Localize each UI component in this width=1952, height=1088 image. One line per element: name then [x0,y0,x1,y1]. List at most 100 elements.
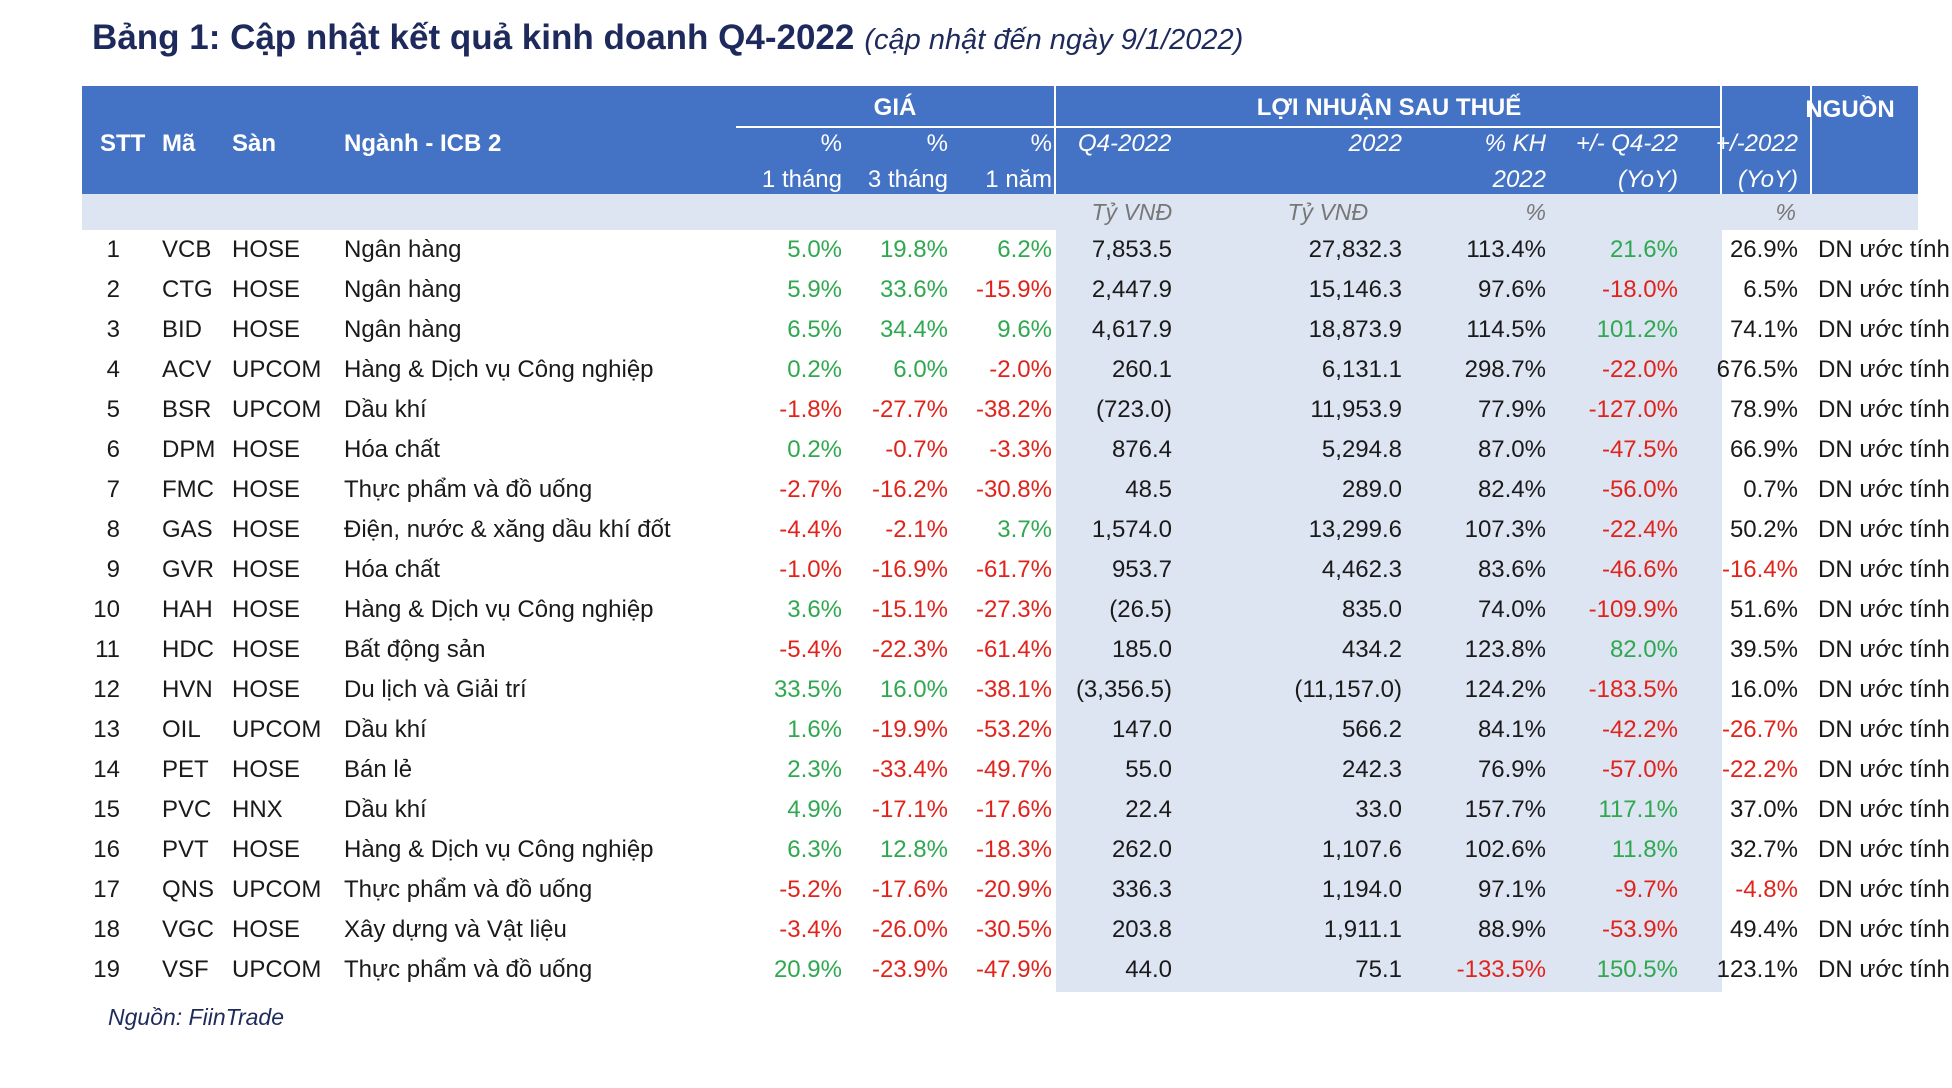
cell-yy: -4.8% [1735,876,1798,903]
cell-y: 33.0 [1355,796,1402,823]
header-san: Sàn [232,130,277,157]
table-row: 19 VSF UPCOM Thực phẩm và đồ uống 20.9% -23.9… [82,950,1950,990]
cell-yq4: -127.0% [1588,396,1678,423]
cell-yq4: 150.5% [1596,956,1678,983]
cell-ma: HVN [162,676,213,703]
cell-kh: 87.0% [1477,436,1546,463]
cell-ma: PVC [162,796,212,823]
cell-yy: 16.0% [1729,676,1798,703]
cell-p1y: -15.9% [975,276,1052,303]
cell-y: 242.3 [1341,756,1402,783]
cell-yq4: -56.0% [1601,476,1678,503]
cell-nganh: Hàng & Dịch vụ Công nghiệp [344,836,654,863]
cell-y: 835.0 [1341,596,1402,623]
cell-yq4: -183.5% [1588,676,1678,703]
cell-stt: 15 [93,796,120,823]
cell-p1y: -27.3% [975,596,1052,623]
cell-q4: 336.3 [1111,876,1172,903]
unit-row: Tỷ VNĐ Tỷ VNĐ % % [82,194,1918,230]
profit-shaded-column [1056,230,1722,992]
table-row: 5 BSR UPCOM Dầu khí -1.8% -27.7% -38.2% (723.0)… [82,390,1950,430]
cell-stt: 6 [106,436,120,463]
cell-ma: CTG [162,276,213,303]
cell-stt: 14 [93,756,120,783]
cell-q4: 2,447.9 [1091,276,1172,303]
cell-ma: ACV [162,356,212,383]
cell-stt: 13 [93,716,120,743]
cell-yq4: -9.7% [1615,876,1678,903]
table-row: 3 BID HOSE Ngân hàng 6.5% 34.4% 9.6% 4,617.9 18,… [82,310,1950,350]
cell-stt: 19 [93,956,120,983]
header-yoy-year-label: (YoY) [1737,166,1798,193]
cell-yq4: -18.0% [1601,276,1678,303]
cell-ma: DPM [162,436,216,463]
cell-stt: 1 [106,236,120,263]
cell-nganh: Du lịch và Giải trí [344,676,527,703]
table-row: 14 PET HOSE Bán lẻ 2.3% -33.4% -49.7% 55.0 242.3… [82,750,1950,790]
cell-p3m: -33.4% [871,756,948,783]
cell-nganh: Điện, nước & xăng dầu khí đốt [344,516,671,543]
cell-nguon: DN ước tính [1818,916,1950,943]
cell-yy: 676.5% [1716,356,1798,383]
cell-san: HOSE [232,236,301,263]
header-divider-2 [1720,86,1722,194]
cell-y: 75.1 [1355,956,1402,983]
cell-san: HOSE [232,516,301,543]
cell-stt: 8 [106,516,120,543]
cell-p1y: -38.1% [975,676,1052,703]
cell-ma: HAH [162,596,213,623]
cell-ma: GVR [162,556,215,583]
header-kh: % KH [1484,130,1546,157]
cell-p3m: 16.0% [879,676,948,703]
cell-p1m: 4.9% [787,796,842,823]
cell-san: HOSE [232,636,301,663]
table-title-subtitle: (cập nhật đến ngày 9/1/2022) [864,24,1244,56]
cell-san: HOSE [232,676,301,703]
cell-ma: BSR [162,396,212,423]
cell-kh: 84.1% [1477,716,1546,743]
cell-kh: 77.9% [1477,396,1546,423]
header-nguon: NGUỒN [1805,96,1895,123]
cell-san: HOSE [232,476,301,503]
cell-yy: 74.1% [1729,316,1798,343]
cell-san: HOSE [232,836,301,863]
cell-p3m: -19.9% [871,716,948,743]
cell-y: 289.0 [1341,476,1402,503]
cell-yy: 32.7% [1729,836,1798,863]
header-2022: 2022 [1348,130,1402,157]
cell-p3m: -17.1% [871,796,948,823]
cell-nguon: DN ước tính [1818,796,1950,823]
cell-p1m: -2.7% [779,476,842,503]
cell-p1m: 0.2% [787,436,842,463]
header-gia-1y-pct: % [1030,130,1052,157]
cell-q4: (26.5) [1109,596,1172,623]
cell-nguon: DN ước tính [1818,396,1950,423]
unit-yoy-year: % [1775,199,1796,225]
cell-nguon: DN ước tính [1818,516,1950,543]
cell-san: HOSE [232,276,301,303]
cell-p1m: -1.8% [779,396,842,423]
cell-ma: FMC [162,476,214,503]
unit-kh: % [1525,199,1546,225]
cell-kh: 97.1% [1477,876,1546,903]
cell-p3m: 34.4% [879,316,948,343]
cell-p1m: 0.2% [787,356,842,383]
cell-san: UPCOM [232,716,322,743]
table-row: 13 OIL UPCOM Dầu khí 1.6% -19.9% -53.2% 147.0 56… [82,710,1950,750]
cell-p3m: -15.1% [871,596,948,623]
table-title: Bảng 1: Cập nhật kết quả kinh doanh Q4-2… [92,18,1243,58]
cell-ma: GAS [162,516,213,543]
cell-y: 15,146.3 [1308,276,1402,303]
cell-p3m: 33.6% [879,276,948,303]
cell-kh: 97.6% [1477,276,1546,303]
cell-q4: 953.7 [1111,556,1172,583]
cell-kh: 157.7% [1464,796,1546,823]
cell-y: 566.2 [1341,716,1402,743]
cell-p1m: 33.5% [773,676,842,703]
cell-kh: 123.8% [1464,636,1546,663]
cell-kh: 83.6% [1477,556,1546,583]
cell-san: UPCOM [232,956,322,983]
cell-yq4: -47.5% [1601,436,1678,463]
table-row: 17 QNS UPCOM Thực phẩm và đồ uống -5.2% -17.6… [82,870,1950,910]
table-body: 1 VCB HOSE Ngân hàng 5.0% 19.8% 6.2% 7,853.5 27,… [82,230,1950,992]
